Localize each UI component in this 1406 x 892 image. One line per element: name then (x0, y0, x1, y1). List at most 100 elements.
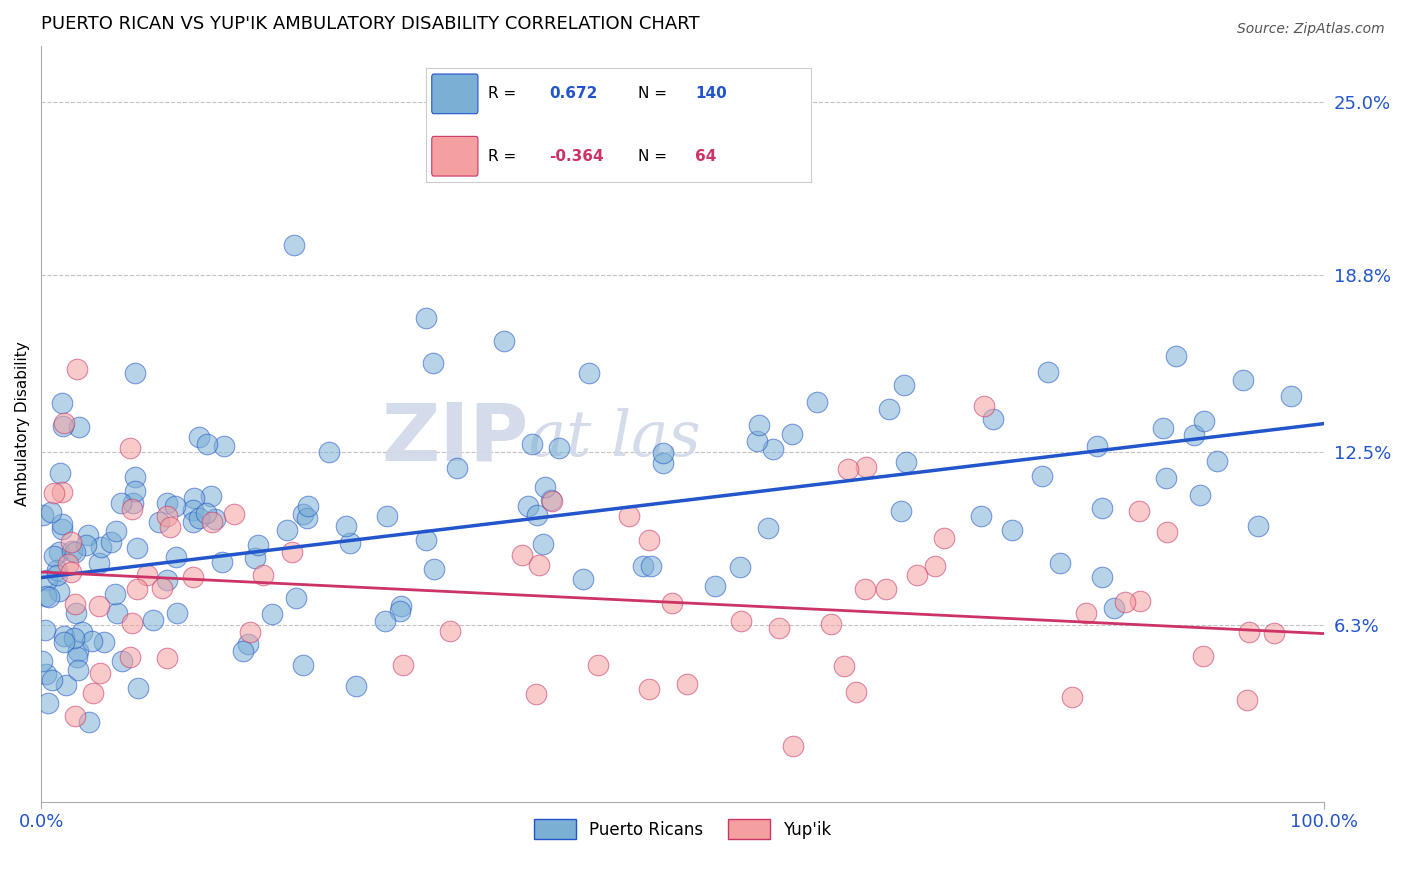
Point (758, 520, 780, 534)
Point (48, 583, 70, 598)
Point (66, 361, 89, 376)
Point (159, 520, 181, 534)
Point (281, 545, 304, 559)
Point (534, 480, 557, 494)
Point (52, 419, 75, 434)
Point (35, 589, 58, 603)
Point (211, 555, 233, 569)
Point (572, 572, 595, 586)
Point (166, 606, 188, 620)
Point (374, 614, 396, 628)
Point (970, 508, 993, 523)
Point (181, 570, 204, 584)
Point (1156, 524, 1178, 539)
Point (1263, 626, 1285, 640)
Point (617, 509, 640, 524)
Point (748, 417, 770, 432)
Point (837, 461, 859, 475)
Point (1128, 504, 1150, 518)
Point (65, 597, 87, 611)
Point (65, 649, 87, 664)
Point (187, 511, 209, 525)
Point (637, 682, 659, 697)
Point (292, 657, 315, 672)
Point (339, 535, 361, 549)
Point (439, 624, 461, 638)
Text: Source: ZipAtlas.com: Source: ZipAtlas.com (1237, 22, 1385, 37)
Point (236, 637, 259, 651)
Point (200, 489, 222, 503)
Point (127, 541, 149, 556)
Point (297, 510, 319, 524)
Point (34, 624, 56, 638)
Point (194, 506, 217, 520)
Legend: Puerto Ricans, Yup'ik: Puerto Ricans, Yup'ik (527, 813, 838, 847)
Point (89, 556, 111, 570)
Point (124, 469, 146, 483)
Y-axis label: Ambulatory Disability: Ambulatory Disability (15, 342, 30, 506)
Point (651, 446, 673, 460)
Point (181, 516, 204, 530)
Point (31, 655, 53, 669)
Point (51, 396, 73, 410)
Point (527, 558, 550, 573)
Point (56, 557, 79, 571)
Point (59, 534, 82, 549)
Point (135, 568, 157, 582)
Point (80, 634, 103, 648)
Point (62, 631, 84, 645)
Point (640, 559, 662, 574)
Point (745, 434, 768, 448)
Point (541, 494, 564, 508)
Point (247, 538, 270, 552)
Point (728, 560, 751, 574)
Point (875, 582, 897, 596)
Point (675, 676, 697, 690)
Point (492, 334, 515, 348)
Point (422, 355, 444, 369)
Point (60, 544, 83, 558)
Point (894, 455, 917, 469)
Point (389, 599, 412, 613)
Point (375, 508, 398, 523)
Point (38, 591, 60, 605)
Point (214, 439, 236, 453)
Point (855, 460, 877, 475)
Text: PUERTO RICAN VS YUP'IK AMBULATORY DISABILITY CORRELATION CHART: PUERTO RICAN VS YUP'IK AMBULATORY DISABI… (41, 15, 700, 33)
Point (52, 629, 75, 643)
Point (59, 565, 82, 579)
Point (1154, 470, 1177, 484)
Point (222, 508, 245, 522)
Point (1036, 365, 1059, 379)
Point (932, 531, 955, 545)
Point (782, 739, 804, 753)
Point (45, 567, 67, 582)
Point (318, 445, 340, 459)
Point (335, 519, 357, 533)
Point (1247, 518, 1270, 533)
Point (124, 366, 146, 380)
Point (1031, 469, 1053, 483)
Point (285, 591, 308, 605)
Point (48, 545, 70, 559)
Point (526, 687, 548, 701)
Point (67, 663, 90, 677)
Point (122, 496, 145, 510)
Point (197, 436, 219, 450)
Point (652, 456, 675, 470)
Point (1188, 487, 1211, 501)
Point (730, 615, 752, 629)
Point (232, 644, 254, 658)
Point (297, 499, 319, 513)
Point (820, 617, 842, 632)
Point (37, 696, 59, 710)
Point (1152, 421, 1174, 435)
Point (586, 658, 609, 673)
Point (890, 504, 912, 518)
Point (1281, 389, 1303, 403)
Point (845, 685, 868, 699)
Point (522, 437, 544, 451)
Point (42, 486, 65, 500)
Point (45, 563, 67, 577)
Point (1192, 414, 1215, 428)
